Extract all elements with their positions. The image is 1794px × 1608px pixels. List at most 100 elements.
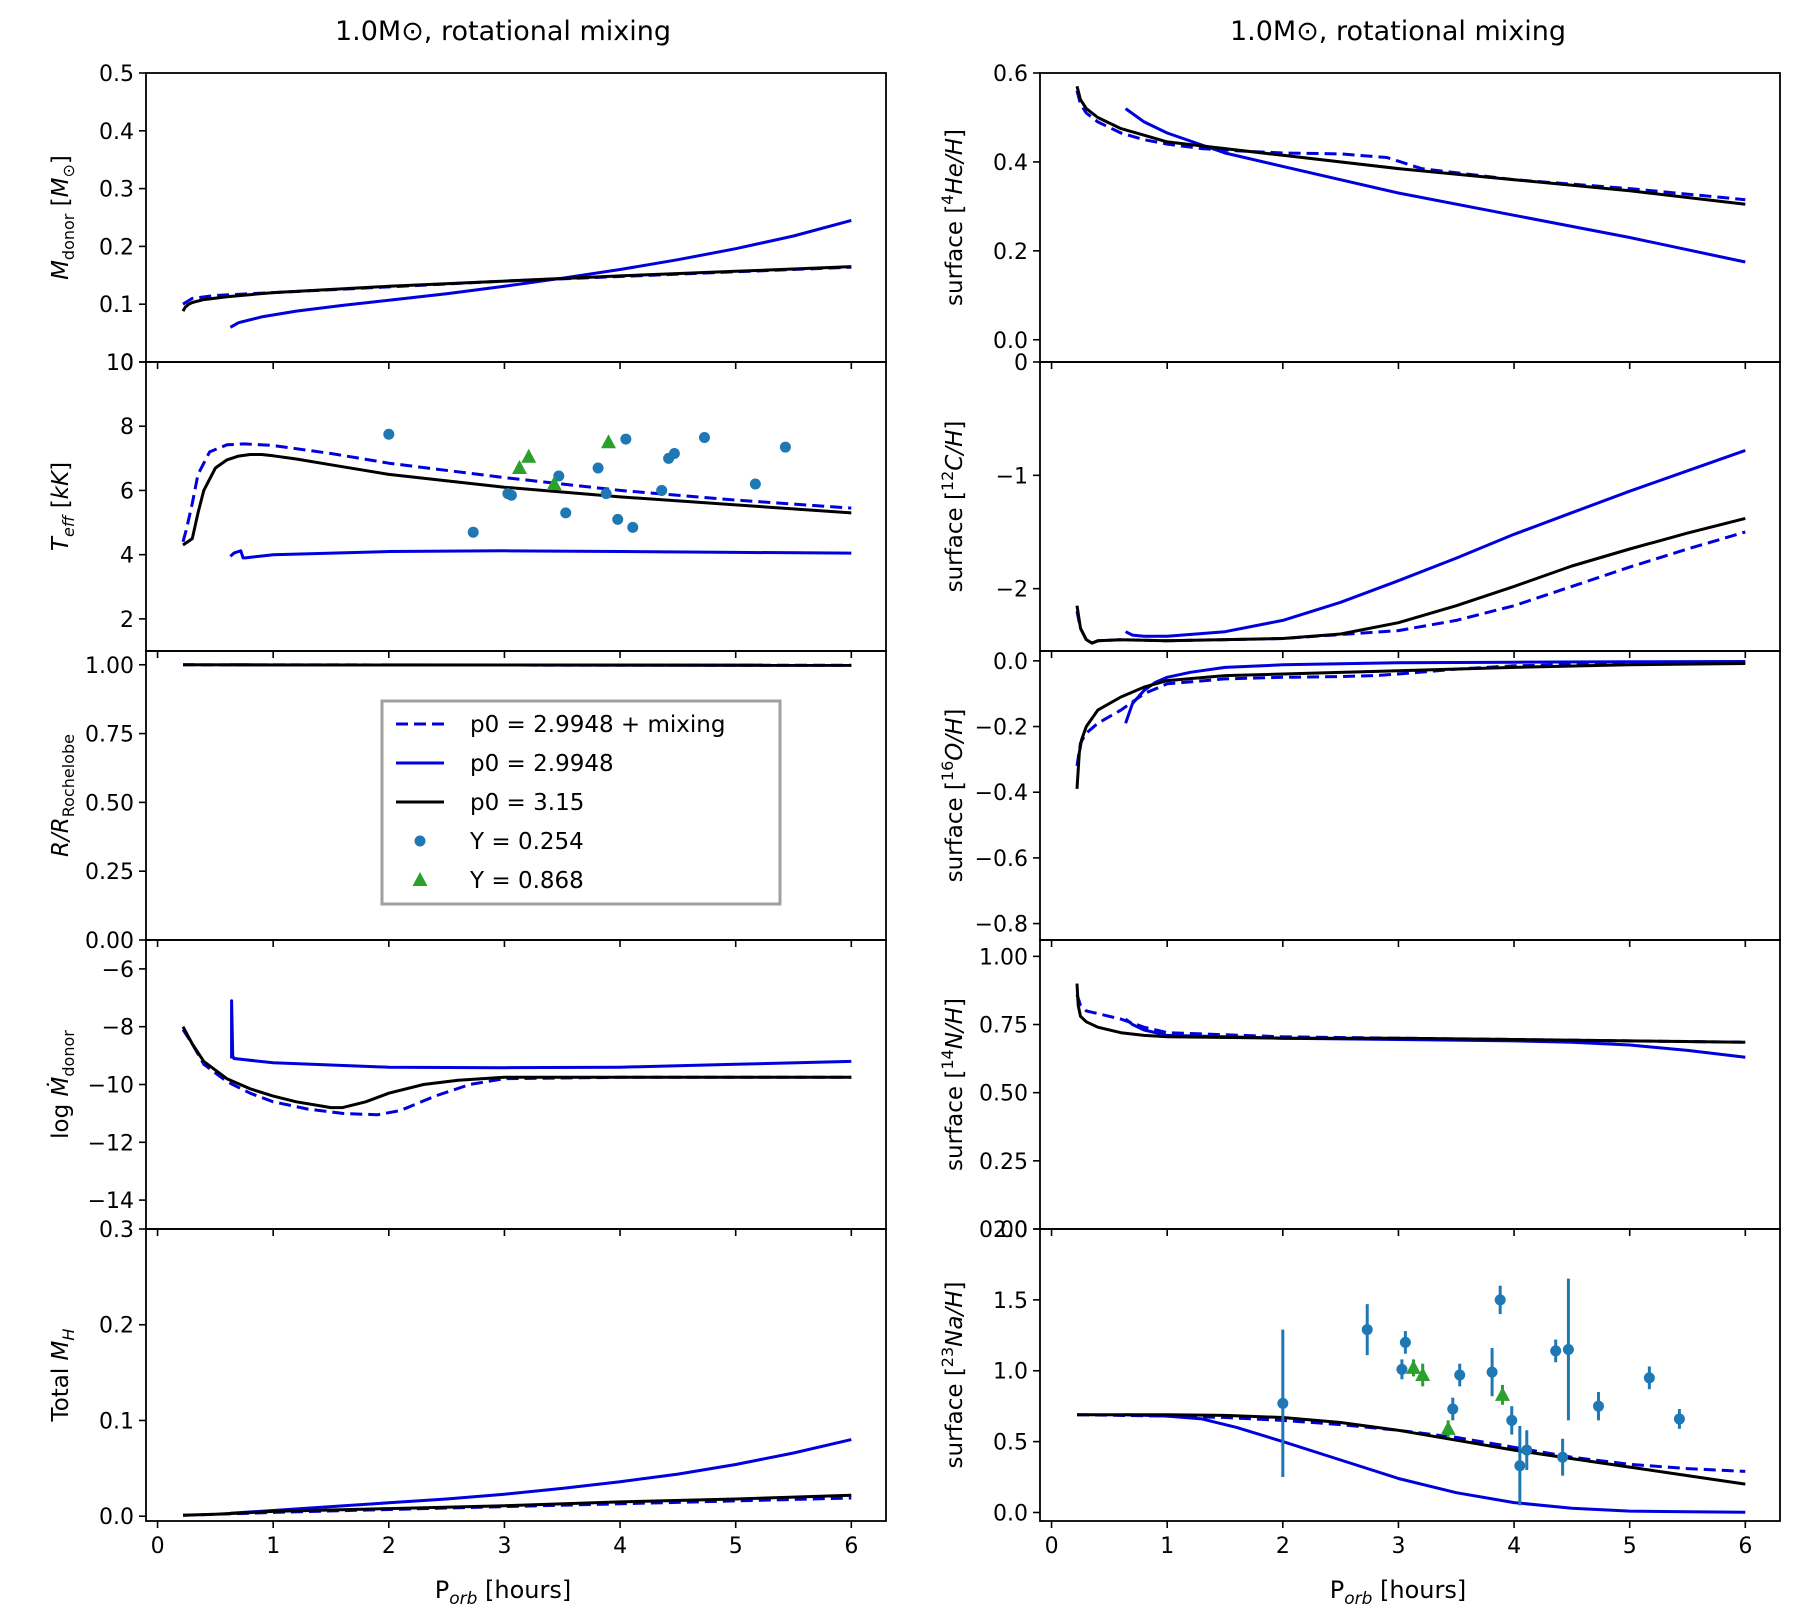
series-line-p0-3.15 <box>181 1025 852 1110</box>
legend-label: p0 = 3.15 <box>470 790 584 816</box>
data-point-y0.868 <box>1440 1420 1456 1435</box>
y-tick-label: 0 <box>120 351 134 376</box>
plot-area <box>1075 448 1746 645</box>
x-tick-label: 2 <box>1276 1534 1290 1559</box>
y-tick-label: 0.4 <box>993 151 1028 176</box>
data-point-y0.254 <box>668 448 680 460</box>
series-line-p0-3.15 <box>182 663 852 667</box>
series-line-p0-3.15 <box>1075 85 1746 206</box>
series-line-p0-2.9948-mixing <box>1075 90 1746 202</box>
axes-frame <box>1039 650 1781 941</box>
data-point-y0.254 <box>1506 1414 1518 1426</box>
y-tick-label: 0 <box>1014 351 1028 376</box>
y-tick-label: −0.4 <box>975 781 1028 806</box>
series-line-p0-2.9948-mixing <box>181 1028 852 1117</box>
right-column-title: 1.0M⊙, rotational mixing <box>1230 16 1566 47</box>
axes-frame <box>1039 1228 1781 1522</box>
y-tick-label: 6 <box>120 479 134 504</box>
y-tick-label: 0.0 <box>99 1505 134 1530</box>
data-point-y0.868 <box>601 434 616 449</box>
y-tick-label: 0.50 <box>85 791 134 816</box>
data-point-y0.254 <box>1550 1345 1562 1357</box>
y-tick-label: 1.5 <box>993 1289 1028 1314</box>
right-x-axis-label: Porb [hours] <box>1330 1576 1467 1608</box>
axes-frame <box>145 1228 887 1522</box>
y-tick-label: 0.6 <box>993 62 1028 87</box>
x-tick-label: 1 <box>1160 1534 1174 1559</box>
axes-frame <box>1039 361 1781 652</box>
y-tick-label: −0.6 <box>975 847 1028 872</box>
series-line-p0-3.15 <box>182 453 852 547</box>
legend-box <box>380 699 782 906</box>
y-axis-label: surface [16O/H] <box>938 709 968 883</box>
y-tick-label: 0.0 <box>993 1501 1028 1526</box>
data-point-y0.254 <box>656 484 668 496</box>
x-tick-label: 0 <box>151 1534 165 1559</box>
panel-totmh: 0.0 0.1 0.2 0.3 0 1 2 3 4 5 6 Total MH <box>48 1218 887 1559</box>
y-tick-label: 0.00 <box>979 1218 1028 1243</box>
data-point-y0.254 <box>749 478 761 490</box>
y-tick-label: 2.0 <box>993 1218 1028 1243</box>
y-tick-label: 0.3 <box>99 1218 134 1243</box>
plot-area <box>1076 1278 1746 1514</box>
x-tick-label: 0 <box>1045 1534 1059 1559</box>
y-axis-label: surface [14N/H] <box>938 998 968 1171</box>
data-point-y0.254 <box>592 462 604 474</box>
y-tick-label: 0.25 <box>85 860 134 885</box>
x-tick-label: 6 <box>1738 1534 1752 1559</box>
panel-he4: 0.0 0.2 0.4 0.6 surface [4He/H] <box>938 62 1781 369</box>
y-tick-label: 8 <box>120 415 134 440</box>
data-point-y0.254 <box>612 513 624 525</box>
data-point-y0.254 <box>1643 1372 1655 1384</box>
data-point-y0.254 <box>779 441 791 453</box>
data-point-y0.254 <box>1361 1324 1373 1336</box>
data-point-y0.254 <box>1399 1336 1411 1348</box>
y-axis-label: Mdonor [M⊙] <box>48 155 78 280</box>
y-tick-label: 10 <box>106 351 134 376</box>
y-tick-label: 0.75 <box>85 723 134 748</box>
y-tick-label: 0.2 <box>99 1314 134 1339</box>
y-axis-label: Teff [kK] <box>48 462 78 551</box>
data-point-y0.254 <box>1277 1397 1289 1409</box>
y-tick-label: 0.5 <box>99 62 134 87</box>
series-line-p0-2.9948-mixing <box>1075 661 1746 767</box>
data-point-y0.254 <box>553 470 565 482</box>
plot-area <box>181 218 852 329</box>
series-line-p0-2.9948 <box>229 218 852 329</box>
y-tick-label: 0.50 <box>979 1082 1028 1107</box>
y-tick-label: 0.25 <box>979 1150 1028 1175</box>
data-point-y0.254 <box>505 489 517 501</box>
data-point-y0.868 <box>1405 1359 1421 1374</box>
axes-frame <box>1039 939 1781 1230</box>
y-tick-label: 0.0 <box>993 329 1028 354</box>
series-line-p0-2.9948-mixing <box>1075 530 1746 645</box>
x-tick-label: 3 <box>1391 1534 1405 1559</box>
x-tick-label: 1 <box>266 1534 280 1559</box>
data-point-y0.254 <box>1447 1403 1459 1415</box>
data-point-y0.254 <box>698 431 710 443</box>
y-axis-label: surface [12C/H] <box>938 421 968 593</box>
data-point-y0.254 <box>1592 1400 1604 1412</box>
left-x-axis-label: Porb [hours] <box>435 1576 572 1608</box>
legend-label: Y = 0.868 <box>469 868 584 894</box>
data-point-y0.868 <box>521 448 537 463</box>
x-axis-labels: Porb [hours] Porb [hours] <box>435 1576 1467 1608</box>
legend-handle <box>414 835 426 847</box>
y-tick-label: 0.1 <box>99 1409 134 1434</box>
y-tick-label: 0.5 <box>993 1431 1028 1456</box>
series-line-p0-3.15 <box>1077 1413 1746 1486</box>
series-line-p0-2.9948 <box>230 999 852 1070</box>
data-point-y0.254 <box>1557 1451 1569 1463</box>
plot-area <box>1075 660 1746 789</box>
data-point-y0.254 <box>1396 1363 1408 1375</box>
series-line-p0-2.9948 <box>1124 107 1746 264</box>
panel-c12: −2 −1 0 surface [12C/H] <box>938 351 1781 658</box>
y-tick-label: 2 <box>120 608 134 633</box>
x-tick-label: 2 <box>382 1534 396 1559</box>
legend-label: p0 = 2.9948 <box>470 751 614 777</box>
data-point-y0.254 <box>1673 1413 1685 1425</box>
panel-mdonor: 0 0.1 0.2 0.3 0.4 0.5 Mdonor [M⊙] <box>48 62 887 376</box>
panel-mdot: −14 −12 −10 −8 −6 log Ṁdonor <box>46 939 887 1236</box>
data-point-y0.868 <box>546 476 562 491</box>
